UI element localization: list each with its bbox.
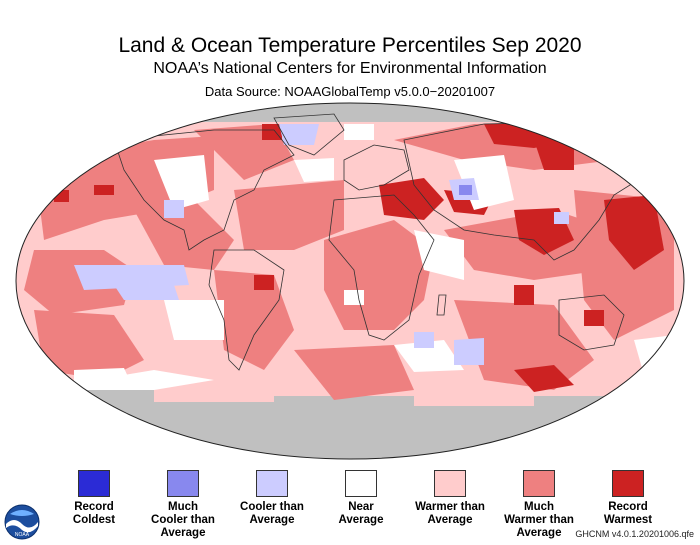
legend-record-coldest: Record Coldest — [44, 470, 144, 527]
noaa-logo-icon: NOAA — [4, 504, 40, 540]
legend-swatch-record-coldest — [78, 470, 110, 497]
legend-swatch-record-warmest — [612, 470, 644, 497]
legend-cooler: Cooler than Average — [222, 470, 322, 527]
legend-near-average: Near Average — [311, 470, 411, 527]
greenland-outline — [273, 113, 345, 156]
map-subtitle: NOAA’s National Centers for Environmenta… — [153, 60, 547, 77]
globe-border — [15, 102, 685, 460]
australia-outline — [558, 294, 625, 351]
legend-much-warmer: Much Warmer than Average — [489, 470, 589, 540]
cooler-regions — [74, 124, 569, 365]
noaa-logo-text: NOAA — [15, 532, 30, 538]
map-title: Land & Ocean Temperature Percentiles Sep… — [118, 34, 582, 57]
south-america-outline — [208, 249, 285, 371]
legend-swatch-cooler — [256, 470, 288, 497]
legend-record-warmest: Record Warmest — [578, 470, 678, 527]
near-average-regions — [34, 124, 674, 390]
legend-swatch-warmer — [434, 470, 466, 497]
legend-swatch-much-warmer — [523, 470, 555, 497]
legend-warmer: Warmer than Average — [400, 470, 500, 527]
legend-swatch-near-average — [345, 470, 377, 497]
europe-outline — [343, 144, 410, 191]
legend-swatch-much-cooler — [167, 470, 199, 497]
madagascar-outline — [436, 294, 447, 316]
africa-outline — [328, 194, 435, 341]
much-cooler-regions — [459, 185, 472, 195]
footer-version: GHCNM v4.0.1.20201006.qfe — [575, 529, 694, 539]
world-percentile-map — [15, 102, 685, 460]
north-america-outline — [113, 129, 295, 251]
data-source: Data Source: NOAAGlobalTemp v5.0.0−20201… — [204, 84, 496, 99]
antarctic-no-data — [16, 390, 684, 459]
legend-much-cooler: Much Cooler than Average — [133, 470, 233, 540]
